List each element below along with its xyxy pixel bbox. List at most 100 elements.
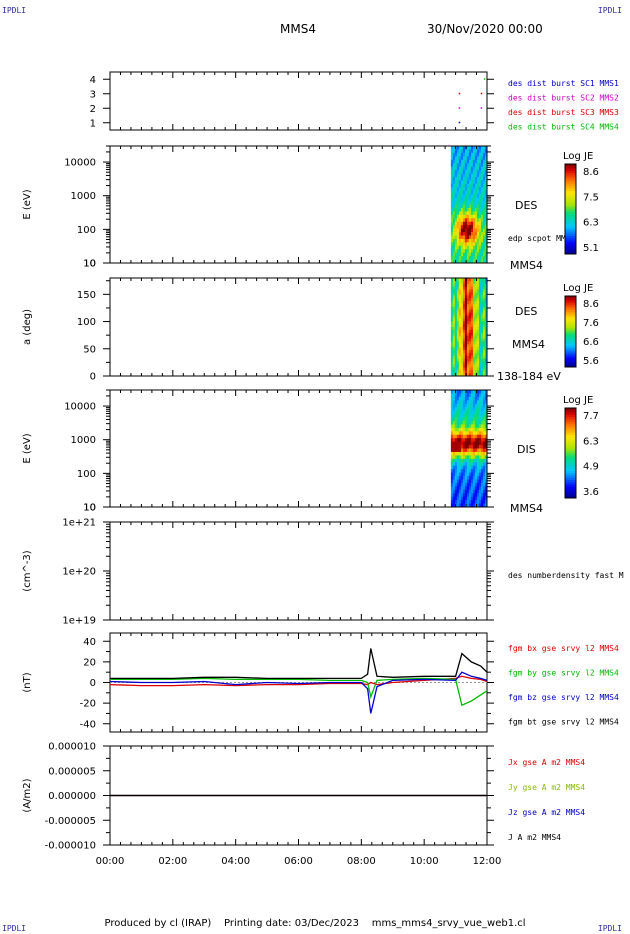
dis-energy-heat-cell (484, 424, 488, 429)
des-energy-heat-cell (472, 256, 476, 260)
des-energy-heat-cell (460, 190, 464, 195)
dis-energy-heat-cell (452, 476, 456, 480)
des-energy-heat-cell (454, 159, 458, 164)
des-energy-heat-cell (474, 218, 478, 223)
dis-energy-heat-cell (472, 403, 476, 408)
des-energy-heat-cell (450, 149, 454, 154)
des-energy-heat-cell (468, 235, 472, 240)
des-energy-heat-cell (478, 146, 482, 150)
dis-energy-heat-cell (470, 390, 474, 394)
des-pitch-heat-cell (482, 358, 486, 362)
des-energy-heat-cell (450, 197, 454, 202)
des-pitch-heat-cell (480, 344, 484, 348)
dis-energy-heat-cell (482, 414, 486, 418)
des-pitch-colorbar-cell (565, 338, 576, 341)
des-energy-heat-cell (468, 207, 472, 212)
des-pitch-heat-cell (480, 309, 484, 313)
dis-energy-heat-cell (456, 469, 460, 473)
des-pitch-heat-cell (454, 289, 458, 293)
des-energy-heat-cell (462, 180, 466, 185)
des-energy-heat-cell (474, 183, 478, 188)
des-energy-heat-cell (458, 183, 462, 188)
des-pitch-heat-cell (450, 312, 454, 316)
des-energy-heat-cell (452, 252, 456, 257)
des-pitch-colorbar-cell (565, 347, 576, 350)
des-pitch-colorbar-cell (565, 363, 576, 366)
des-energy-heat-cell (450, 256, 454, 260)
des-energy-heat-cell (476, 176, 480, 181)
des-energy-heat-cell (458, 228, 462, 233)
dis-energy-heat-cell (452, 414, 456, 418)
des-pitch-heat-cell (462, 364, 466, 368)
des-pitch-heat-cell (468, 295, 472, 299)
des-pitch-heat-cell (458, 292, 462, 296)
des-pitch-heat-cell (478, 370, 482, 374)
footer: Produced by cl (IRAP) Printing date: 03/… (0, 918, 630, 929)
des-energy-heat-cell (484, 207, 488, 212)
des-energy-heat-cell (460, 218, 464, 223)
dis-energy-heat-cell (460, 448, 464, 453)
dis-energy-heat-cell (466, 390, 470, 394)
des-energy-heat-cell (482, 259, 486, 264)
des-pitch-heat-cell (470, 347, 474, 351)
dis-energy-heat-cell (462, 500, 466, 504)
dis-energy-heat-cell (462, 462, 466, 467)
dis-energy-heat-cell (454, 462, 458, 467)
dis-energy-heat-cell (462, 414, 466, 418)
dis-energy-heat-cell (484, 482, 488, 487)
des-pitch-heat-cell (472, 315, 476, 319)
des-energy-heat-cell (472, 201, 476, 205)
dis-energy-heat-cell (482, 417, 486, 422)
des-pitch-heat-cell (462, 283, 466, 288)
des-pitch-ytick-label: 150 (77, 290, 96, 301)
des-pitch-heat-cell (450, 315, 454, 319)
des-pitch-heat-cell (470, 361, 474, 365)
des-pitch-colorbar-cell (565, 310, 576, 313)
des-energy-heat-cell (478, 235, 482, 240)
dis-energy-heat-cell (454, 445, 458, 449)
des-pitch-heat-cell (468, 352, 472, 357)
des-energy-heat-cell (482, 211, 486, 216)
des-pitch-heat-cell (482, 347, 486, 351)
des-energy-heat-cell (480, 228, 484, 233)
des-energy-heat-cell (482, 194, 486, 199)
des-energy-heat-cell (464, 180, 468, 185)
dis-energy-heat-cell (456, 465, 460, 470)
dis-energy-heat-cell (480, 424, 484, 429)
des-pitch-heat-cell (452, 355, 456, 360)
dis-energy-heat-cell (466, 445, 470, 449)
dis-energy-heat-cell (472, 414, 476, 418)
dis-energy-heat-cell (452, 434, 456, 439)
des-pitch-heat-cell (458, 303, 462, 308)
des-pitch-heat-cell (484, 352, 488, 357)
des-pitch-heat-cell (480, 352, 484, 357)
des-pitch-heat-cell (458, 352, 462, 357)
dis-energy-heat-cell (460, 390, 464, 394)
des-energy-heat-cell (452, 159, 456, 164)
des-pitch-heat-cell (452, 298, 456, 302)
dis-energy-colorbar-cell (565, 437, 576, 440)
des-pitch-heat-cell (466, 352, 470, 357)
dis-energy-heat-cell (470, 469, 474, 473)
dis-energy-heat-cell (482, 424, 486, 429)
des-pitch-heat-cell (456, 352, 460, 357)
dis-energy-heat-cell (452, 455, 456, 460)
des-energy-heat-cell (464, 152, 468, 157)
des-energy-heat-cell (450, 252, 454, 257)
burst-ytick-label: 3 (90, 89, 96, 100)
des-energy-colorbar-cell (565, 247, 576, 250)
dis-energy-heat-cell (462, 489, 466, 494)
des-pitch-heat-cell (464, 315, 468, 319)
des-energy-heat-cell (478, 163, 482, 168)
dis-energy-heat-cell (450, 403, 454, 408)
dis-energy-heat-cell (470, 489, 474, 494)
des-pitch-colorbar-cell (565, 349, 576, 352)
des-pitch-heat-cell (450, 286, 454, 290)
des-energy-heat-cell (474, 159, 478, 164)
des-pitch-heat-cell (456, 286, 460, 290)
des-energy-heat-cell (478, 204, 482, 209)
des-pitch-heat-cell (470, 344, 474, 348)
des-pitch-heat-cell (470, 332, 474, 337)
des-pitch-heat-cell (466, 289, 470, 293)
des-energy-colorbar-cell (565, 184, 576, 187)
